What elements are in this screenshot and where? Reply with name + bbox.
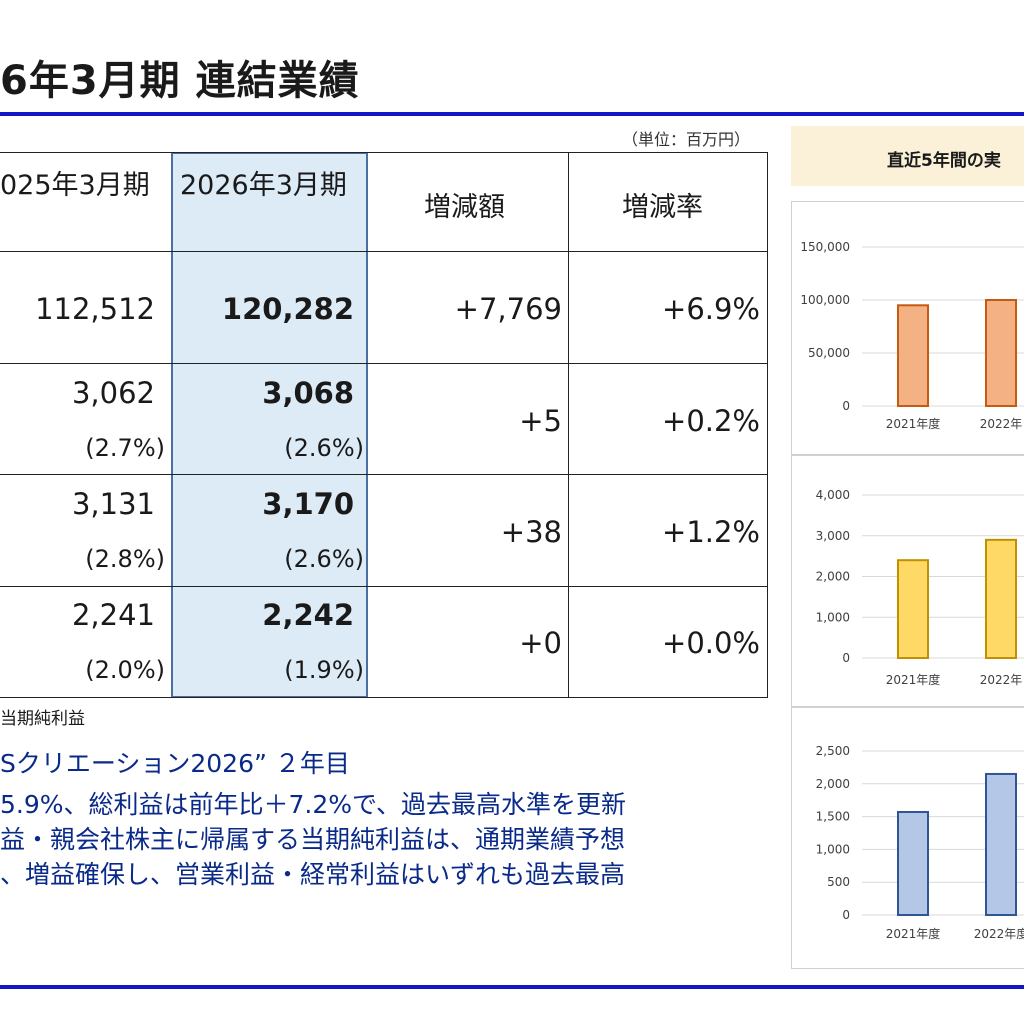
row1-rate: +6.9% [662,292,760,326]
bar-chart-1: 0 50,000 100,000 150,000 2021年度 2022年 [800,240,1024,431]
header-current-period: 2026年3月期 [180,170,347,201]
row3-prev-pct: (2.8%) [85,545,165,573]
row2-curr: 3,068 [262,376,354,410]
row1-prev: 112,512 [35,292,155,326]
table-rule [0,363,768,364]
row2-rate: +0.2% [662,404,760,438]
chart-panel-1: 0 50,000 100,000 150,000 2021年度 2022年 [791,201,1024,455]
row4-prev-pct: (2.0%) [85,656,165,684]
summary-line: 、増益確保し、営業利益・経常利益はいずれも過去最高 [0,860,626,889]
row3-diff: +38 [500,515,562,549]
y-tick-label: 4,000 [816,488,850,502]
table-rule [0,152,768,153]
row2-curr-pct: (2.6%) [284,434,364,462]
y-tick-label: 1,500 [816,810,850,824]
table-rule [0,251,768,252]
summary-line: 益・親会社株主に帰属する当期純利益は、通期業績予想 [0,825,626,854]
footnote: 当期純利益 [0,709,85,729]
row3-curr-pct: (2.6%) [284,545,364,573]
bar [985,299,1017,407]
page-title: 6年3月期 連結業績 [0,58,360,104]
row4-rate: +0.0% [662,626,760,660]
y-tick-label: 3,000 [816,529,850,543]
row4-prev: 2,241 [71,598,155,632]
chart-section-banner: 直近5年間の実 [791,126,1024,186]
table-rule [0,474,768,475]
chart-panel-3: 0 500 1,000 1,500 2,000 2,500 2021年度 2022年度 [791,707,1024,969]
x-tick-label: 2022年度 [974,926,1024,941]
row4-curr: 2,242 [262,598,354,632]
y-tick-label: 0 [842,908,850,922]
row3-prev: 3,131 [71,487,155,521]
y-tick-label: 100,000 [800,293,850,307]
x-tick-label: 2021年度 [886,672,941,687]
table-rule [568,152,569,698]
table-rule [767,152,768,698]
row4-diff: +0 [519,626,562,660]
unit-label: （単位：百万円） [622,130,751,149]
chart-panel-2: 0 1,000 2,000 3,000 4,000 2021年度 2022年 [791,455,1024,707]
table-rule [0,697,768,698]
bar-chart-3: 0 500 1,000 1,500 2,000 2,500 2021年度 2022年度 [816,744,1024,941]
y-tick-label: 2,000 [816,777,850,791]
x-tick-label: 2021年度 [886,926,941,941]
y-tick-label: 0 [842,399,850,413]
bar [897,304,929,407]
title-underline [0,112,1024,116]
row2-prev-pct: (2.7%) [85,434,165,462]
header-prev-period: 025年3月期 [0,170,150,201]
y-tick-label: 2,000 [816,570,850,584]
row4-curr-pct: (1.9%) [284,656,364,684]
footer-rule [0,985,1024,989]
bar [897,559,929,659]
x-tick-label: 2022年 [980,673,1023,687]
row2-diff: +5 [519,404,562,438]
y-tick-label: 1,000 [816,610,850,624]
y-tick-label: 0 [842,651,850,665]
row1-curr: 120,282 [221,292,354,326]
header-change-amount: 増減額 [424,192,505,223]
y-tick-label: 500 [827,875,850,889]
bar-chart-2: 0 1,000 2,000 3,000 4,000 2021年度 2022年 [816,488,1024,687]
chart-section-title: 直近5年間の実 [887,151,1001,171]
summary-line: 5.9%、総利益は前年比＋7.2%で、過去最高水準を更新 [0,790,627,819]
row2-prev: 3,062 [71,376,155,410]
bar [897,811,929,916]
row3-rate: +1.2% [662,515,760,549]
header-change-rate: 増減率 [622,192,703,223]
summary-title: Sクリエーション2026” ２年目 [0,749,350,778]
x-tick-label: 2021年度 [886,416,941,431]
table-rule [0,586,768,587]
current-period-highlight [171,152,368,698]
y-tick-label: 50,000 [808,346,850,360]
y-tick-label: 1,000 [816,842,850,856]
bar [985,772,1017,916]
row3-curr: 3,170 [262,487,354,521]
row1-diff: +7,769 [454,292,562,326]
x-tick-label: 2022年 [980,417,1023,431]
y-tick-label: 150,000 [800,240,850,254]
bar [985,538,1017,659]
y-tick-label: 2,500 [816,744,850,758]
